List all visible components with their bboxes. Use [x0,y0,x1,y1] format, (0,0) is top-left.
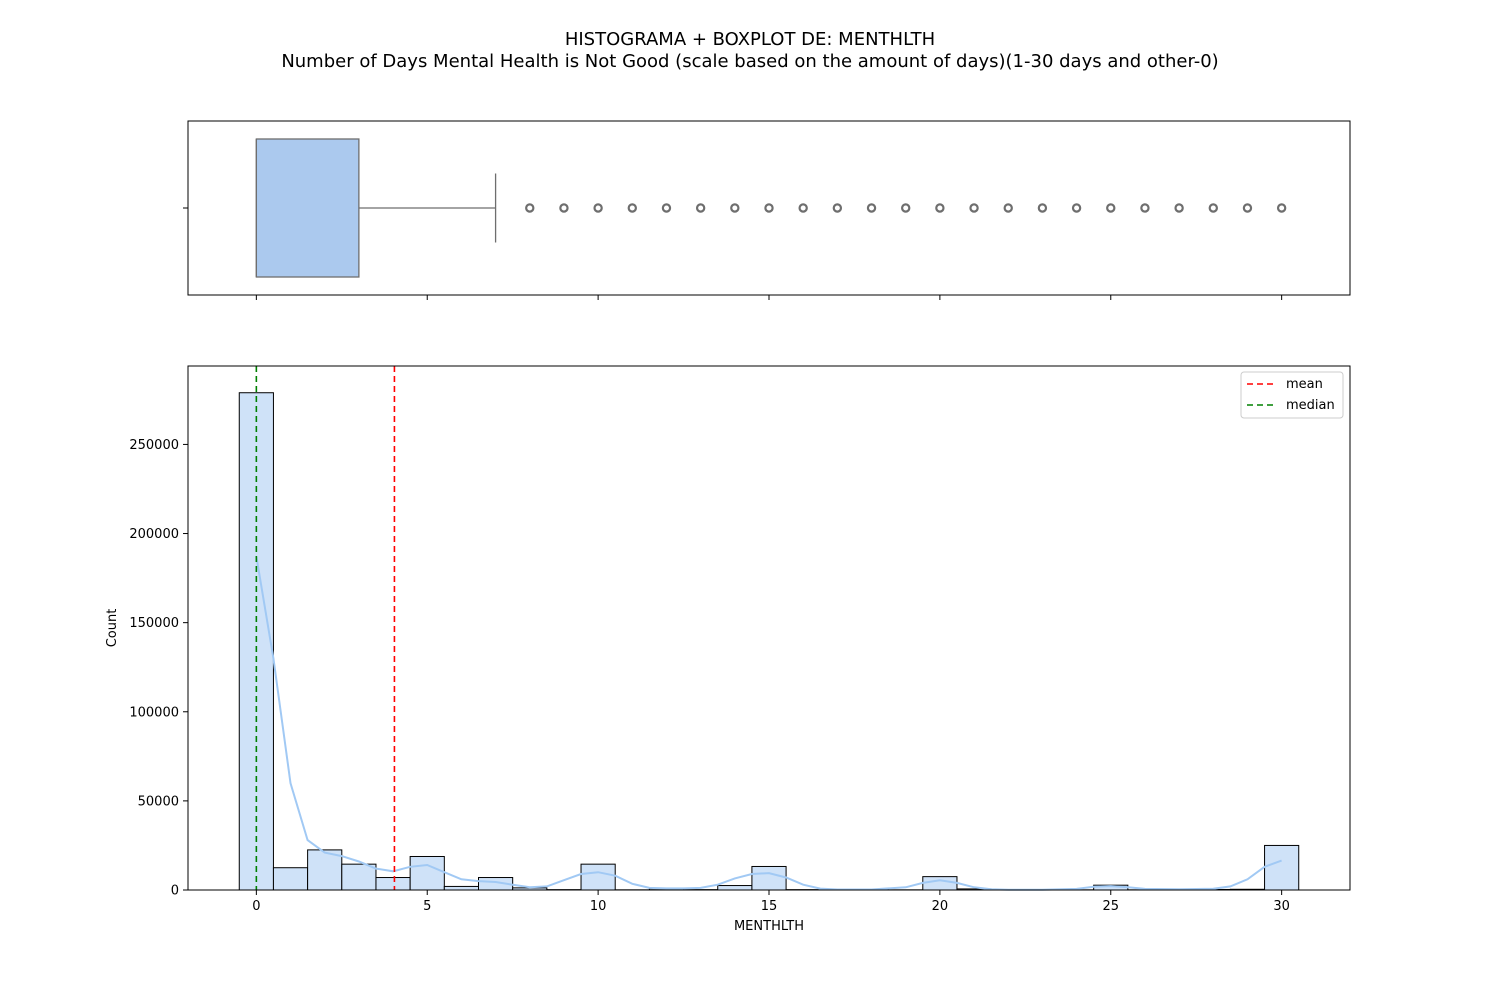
histogram-bar [376,878,410,890]
chart-subtitle: Number of Days Mental Health is Not Good… [281,51,1218,72]
boxplot-outlier [1107,204,1114,211]
boxplot-outlier [1244,204,1251,211]
histogram-bar [1265,845,1299,890]
y-tick-label: 250000 [129,438,179,453]
boxplot-outlier [595,204,602,211]
boxplot-outlier [560,204,567,211]
histogram-bar [444,886,478,890]
boxplot-outlier [697,204,704,211]
boxplot-outlier [970,204,977,211]
y-axis-label: Count [105,609,120,648]
boxplot-outlier [1039,204,1046,211]
boxplot-outlier [526,204,533,211]
boxplot-outlier [800,204,807,211]
boxplot-outlier [663,204,670,211]
histogram-bar [273,868,307,890]
boxplot-outlier [936,204,943,211]
boxplot-outlier [902,204,909,211]
boxplot-outlier [765,204,772,211]
legend: mean median [1241,372,1343,418]
legend-median-label: median [1286,398,1335,413]
kde-line [256,557,1281,890]
histogram-bar [752,866,786,890]
histogram-frame [188,366,1350,890]
boxplot-outlier [629,204,636,211]
boxplot-outlier [1176,204,1183,211]
histogram-panel: 0 5 10 15 20 25 30 0 50000 100000 150000 200000 250… [105,366,1350,934]
x-axis-label: MENTHLTH [734,919,804,934]
boxplot-outlier [1278,204,1285,211]
y-tick-label: 200000 [129,527,179,542]
y-tick-label: 50000 [138,794,179,809]
x-tick-label: 0 [252,899,260,914]
legend-mean-label: mean [1286,377,1323,392]
boxplot-outlier [1210,204,1217,211]
boxplot-panel [183,121,1350,300]
y-tick-label: 100000 [129,705,179,720]
x-tick-label: 10 [590,899,607,914]
y-tick-label: 150000 [129,616,179,631]
x-tick-label: 5 [423,899,431,914]
histogram-bar [410,856,444,890]
histogram-bar [718,886,752,890]
boxplot-outlier [1141,204,1148,211]
chart-title: HISTOGRAMA + BOXPLOT DE: MENTHLTH [565,29,935,50]
boxplot-outlier [731,204,738,211]
boxplot-outlier [1073,204,1080,211]
y-tick-label: 0 [171,884,179,899]
boxplot-box [256,139,359,277]
histogram-bar [342,864,376,890]
boxplot-outlier [1005,204,1012,211]
boxplot-outlier [834,204,841,211]
x-tick-label: 30 [1273,899,1290,914]
x-tick-label: 20 [932,899,949,914]
histogram-bar [581,864,615,890]
x-tick-label: 15 [761,899,778,914]
x-tick-label: 25 [1102,899,1119,914]
histogram-bar [923,877,957,890]
boxplot-outlier [868,204,875,211]
